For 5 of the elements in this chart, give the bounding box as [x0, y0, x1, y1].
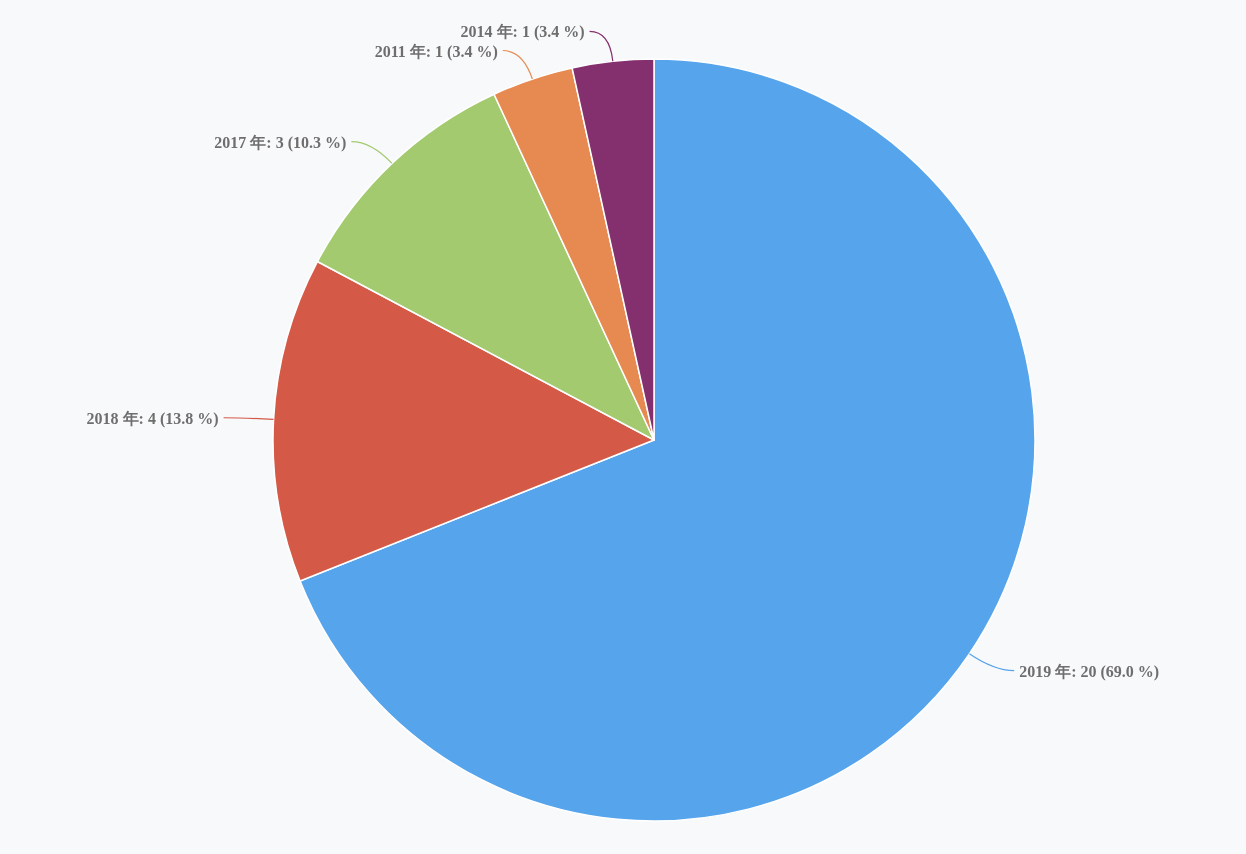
slice-label: 2014 年: 1 (3.4 %)	[460, 23, 585, 42]
slice-label: 2019 年: 20 (69.0 %)	[1019, 662, 1160, 681]
slice-label: 2018 年: 4 (13.8 %)	[86, 409, 219, 428]
slice-label: 2017 年: 3 (10.3 %)	[214, 133, 347, 152]
slice-label: 2011 年: 1 (3.4 %)	[374, 42, 498, 61]
